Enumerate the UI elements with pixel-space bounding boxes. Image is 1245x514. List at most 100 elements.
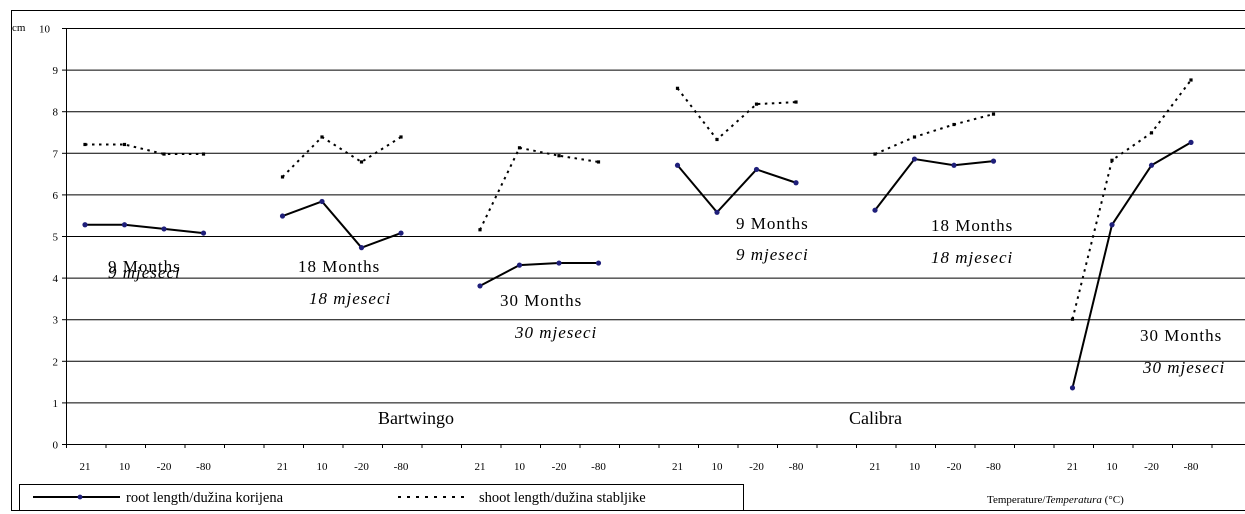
- root-point: [516, 262, 523, 268]
- cultivar-label-bartwingo: Bartwingo: [378, 408, 454, 428]
- root-line: [85, 223, 204, 235]
- shoot-point: [912, 135, 917, 139]
- shoot-line: [85, 143, 204, 156]
- shoot-point: [280, 175, 285, 179]
- x-tick-label: 10: [317, 461, 329, 473]
- x-tick-label: 10: [909, 461, 921, 473]
- root-point: [911, 156, 918, 162]
- x-tick-label: -20: [749, 461, 764, 473]
- root-point: [595, 260, 602, 266]
- x-tick-label: 21: [672, 461, 683, 473]
- root-point: [1188, 139, 1194, 145]
- x-tick-label: 10: [1107, 461, 1119, 473]
- group-label-local: 18 mjeseci: [931, 248, 1013, 267]
- x-tick-label: -80: [591, 461, 606, 473]
- shoot-point: [122, 142, 127, 147]
- root-point: [398, 230, 404, 236]
- y-tick-label: 10: [39, 24, 51, 36]
- y-tick-label: 8: [53, 107, 59, 119]
- group-label-local: 30 mjeseci: [514, 323, 597, 342]
- root-point: [1148, 162, 1155, 168]
- x-tick-label: -20: [354, 461, 369, 473]
- y-tick-label: 4: [53, 273, 59, 285]
- group-label-local: 9 mjeseci: [736, 245, 809, 264]
- shoot-point: [320, 135, 324, 139]
- root-point: [793, 180, 799, 186]
- root-point: [358, 245, 365, 251]
- x-tick-label: 10: [514, 461, 526, 473]
- x-axis-ticks: 21 10 -20 -80 21 10 -20 -80 21 10 -20 -80 21 10 -20 -80…: [80, 461, 1199, 473]
- group-label-local: 30 mjeseci: [1142, 358, 1225, 377]
- x-tick-label: -80: [394, 461, 409, 473]
- y-tick-label: 9: [53, 65, 59, 77]
- root-point: [82, 222, 88, 228]
- root-point: [556, 260, 562, 266]
- shoot-point: [715, 137, 719, 142]
- x-tick-label: -20: [552, 461, 567, 473]
- group-label: 9 Months: [736, 214, 809, 233]
- legend-box: [19, 484, 744, 511]
- y-axis-unit: cm: [12, 22, 26, 34]
- shoot-point: [201, 152, 206, 156]
- shoot-point: [83, 142, 87, 147]
- root-line: [1071, 141, 1192, 389]
- y-tick-label: 2: [53, 356, 59, 368]
- group-label-local: 9 mjeseci: [108, 263, 181, 282]
- x-tick-label: -80: [986, 461, 1001, 473]
- gridlines: [66, 28, 1245, 404]
- root-point: [319, 198, 325, 205]
- group-label: 30 Months: [500, 291, 582, 310]
- axes: [62, 28, 1245, 448]
- shoot-point: [1070, 317, 1075, 321]
- root-point: [121, 222, 128, 228]
- x-tick-label: 21: [475, 461, 486, 473]
- x-tick-label: -80: [789, 461, 804, 473]
- legend: root length/dužina korijena shoot length…: [33, 490, 646, 506]
- x-tick-label: -80: [1184, 461, 1199, 473]
- y-tick-label: 3: [53, 315, 59, 327]
- shoot-point: [596, 160, 601, 164]
- shoot-line: [874, 113, 994, 155]
- root-point: [1109, 222, 1115, 228]
- shoot-point: [1189, 78, 1193, 82]
- shoot-point: [399, 135, 403, 139]
- x-tick-label: 10: [712, 461, 724, 473]
- shoot-point: [162, 152, 166, 156]
- shoot-point: [517, 146, 522, 150]
- root-point: [990, 158, 997, 164]
- x-tick-label: 21: [80, 461, 91, 473]
- root-point: [477, 283, 483, 289]
- y-tick-label: 6: [53, 190, 59, 202]
- shoot-point: [1110, 158, 1114, 162]
- shoot-point: [754, 102, 759, 106]
- root-line: [479, 262, 599, 287]
- x-tick-label: 21: [870, 461, 881, 473]
- y-tick-label: 0: [53, 440, 59, 452]
- root-point: [753, 166, 760, 173]
- data-series: [82, 78, 1194, 391]
- shoot-point: [873, 152, 877, 156]
- shoot-point: [1149, 131, 1154, 135]
- shoot-point: [675, 86, 680, 90]
- root-line: [676, 164, 797, 214]
- root-point: [872, 207, 878, 213]
- root-line: [874, 157, 994, 211]
- y-axis-ticks: 0 1 2 3 4 5 6 7 8 9 10: [39, 24, 59, 452]
- shoot-line: [281, 135, 402, 178]
- group-labels: 9 Months 9 mjeseci 18 Months 18 mjeseci 30 M…: [108, 214, 1225, 377]
- group-label: 18 Months: [298, 257, 380, 276]
- x-tick-label: -20: [947, 461, 962, 473]
- shoot-point: [952, 122, 956, 127]
- x-tick-label: 21: [1067, 461, 1078, 473]
- legend-shoot-label: shoot length/dužina stabljike: [479, 490, 646, 506]
- group-label-local: 18 mjeseci: [309, 289, 391, 308]
- x-tick-label: 10: [119, 461, 131, 473]
- legend-root-marker: [77, 494, 83, 500]
- root-point: [714, 209, 720, 215]
- y-tick-label: 5: [53, 232, 59, 244]
- legend-root-label: root length/dužina korijena: [126, 490, 284, 506]
- shoot-point: [794, 100, 798, 104]
- root-point: [951, 162, 957, 168]
